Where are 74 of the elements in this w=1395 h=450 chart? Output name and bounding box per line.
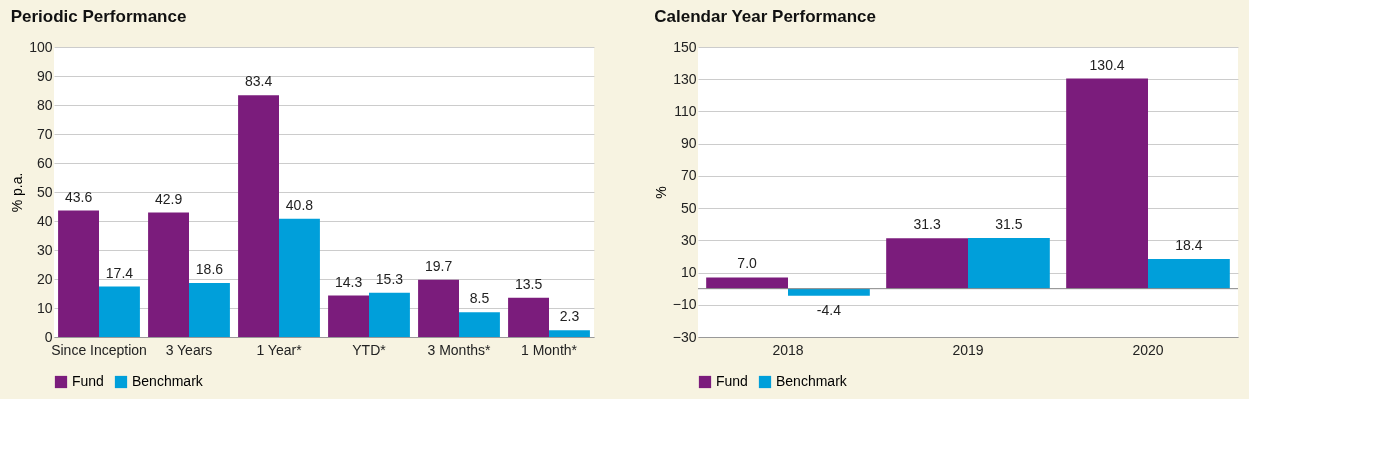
x-tick-label: 1 Year* [256, 341, 303, 358]
y-tick-label: 60 [36, 154, 53, 171]
data-label: -4.4 [816, 301, 842, 318]
y-axis-title: % [652, 186, 669, 199]
bar [788, 288, 870, 296]
data-label: 31.5 [995, 215, 1023, 232]
data-label: 130.4 [1089, 56, 1125, 73]
bar [99, 286, 140, 337]
data-label: 7.0 [737, 255, 758, 272]
y-tick-label: 50 [680, 199, 697, 216]
x-tick-label: 2020 [1132, 341, 1164, 358]
bar [968, 237, 1050, 289]
bar [328, 295, 369, 337]
bar [1148, 259, 1230, 289]
y-tick-label: 100 [29, 38, 53, 55]
x-tick-label: 3 Months* [427, 341, 492, 358]
x-tick-label: 2018 [772, 341, 804, 358]
bar [886, 238, 968, 289]
data-label: 40.8 [285, 196, 314, 213]
y-tick-label: 0 [44, 328, 53, 345]
data-label: 19.7 [424, 257, 453, 274]
data-label: 2.3 [559, 308, 580, 325]
x-tick-label: YTD* [352, 341, 387, 358]
data-label: 83.4 [244, 73, 273, 90]
y-tick-label: 90 [36, 67, 53, 84]
data-label: 8.5 [469, 290, 490, 307]
y-tick-label: −30 [672, 328, 697, 345]
bar [549, 330, 590, 337]
x-tick-label: 2019 [952, 341, 984, 358]
y-tick-label: 70 [680, 167, 697, 184]
bar [418, 279, 459, 337]
data-label: 15.3 [375, 270, 404, 287]
bar [148, 212, 189, 337]
data-label: 14.3 [334, 273, 363, 290]
data-label: 18.4 [1175, 237, 1203, 254]
bar [189, 283, 230, 337]
data-label: 43.6 [64, 188, 93, 205]
y-tick-label: 80 [36, 96, 53, 113]
legend-label: Benchmark [132, 373, 204, 389]
legend-label: Fund [716, 373, 748, 389]
y-tick-label: 90 [680, 135, 697, 152]
data-label: 18.6 [195, 261, 224, 278]
y-tick-label: 50 [36, 183, 53, 200]
bar [58, 210, 99, 337]
bar [279, 218, 320, 337]
bar [238, 95, 279, 337]
bar [508, 297, 549, 337]
bar [706, 277, 788, 289]
data-label: 17.4 [105, 264, 134, 281]
bar [369, 292, 410, 337]
data-label: 42.9 [154, 190, 183, 207]
data-label: 13.5 [514, 275, 543, 292]
y-tick-label: 10 [680, 264, 697, 281]
y-tick-label: 40 [36, 212, 53, 229]
chart-title: Calendar Year Performance [654, 7, 876, 26]
x-tick-label: Since Inception [51, 341, 147, 358]
y-tick-label: 130 [673, 70, 697, 87]
chart-title: Periodic Performance [10, 7, 187, 26]
bar [459, 312, 500, 337]
y-axis-title: % p.a. [9, 172, 26, 213]
y-tick-label: 10 [36, 299, 53, 316]
x-tick-label: 3 Years [165, 341, 213, 358]
legend-label: Benchmark [776, 373, 848, 389]
y-tick-label: 30 [36, 241, 53, 258]
y-tick-label: 70 [36, 125, 53, 142]
y-tick-label: 30 [680, 231, 697, 248]
data-label: 31.3 [913, 216, 941, 233]
y-tick-label: −10 [672, 296, 697, 313]
y-tick-label: 150 [673, 38, 697, 55]
y-tick-label: 110 [674, 102, 697, 119]
y-tick-label: 20 [36, 270, 53, 287]
x-tick-label: 1 Month* [520, 341, 578, 358]
legend-label: Fund [72, 373, 104, 389]
bar [1066, 78, 1148, 289]
